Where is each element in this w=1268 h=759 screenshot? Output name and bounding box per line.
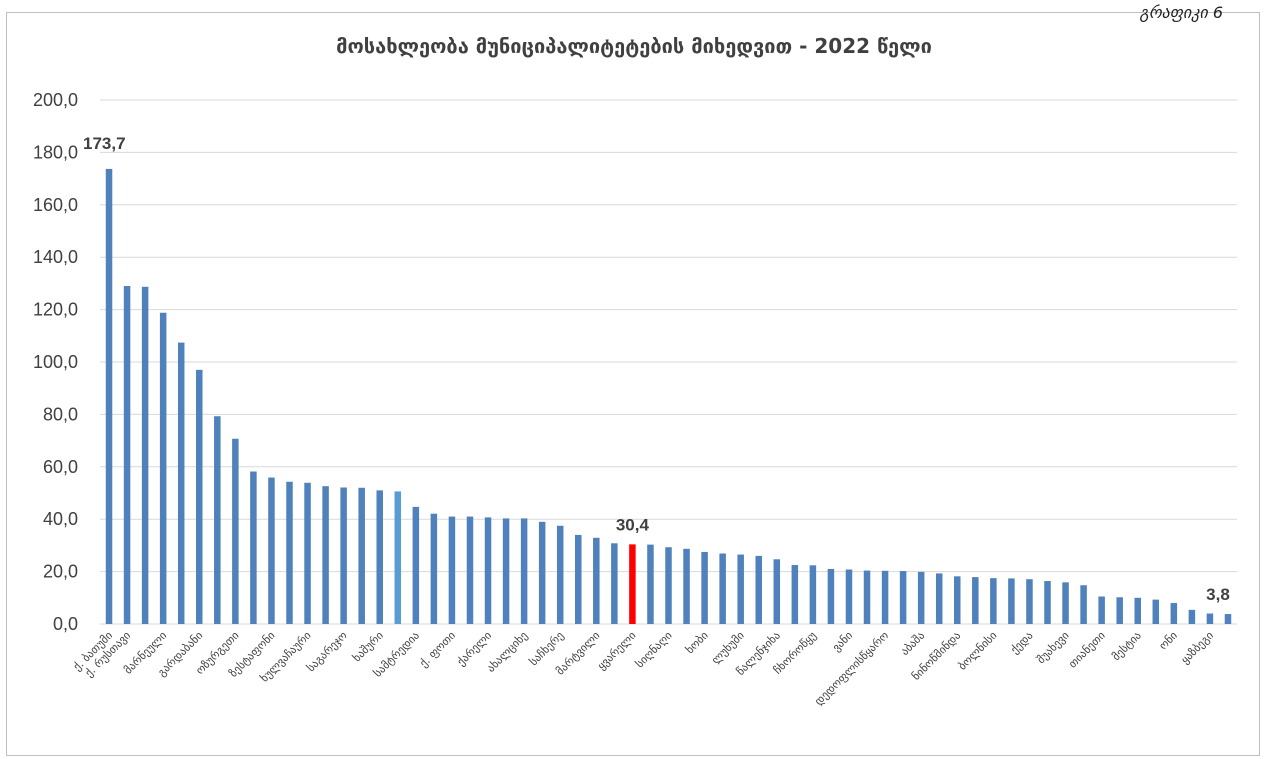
y-tick-label: 80,0 [43, 404, 78, 424]
data-label: 3,8 [1206, 585, 1230, 604]
y-tick-label: 60,0 [43, 457, 78, 477]
bar [611, 543, 618, 624]
y-tick-label: 40,0 [43, 509, 78, 529]
y-axis-ticks: 0,0 20,0 40,0 60,0 80,0 100,0 120,0 140,0 160,0 1… [33, 90, 78, 634]
chart-number-note: გრაფიკი 6 [1139, 3, 1223, 22]
bar [1062, 582, 1069, 624]
bar [972, 577, 979, 624]
bar [484, 517, 492, 624]
bar [1116, 597, 1123, 624]
bar [1206, 613, 1214, 624]
bar [701, 551, 708, 624]
bar [1152, 599, 1160, 624]
data-label: 173,7 [83, 134, 126, 153]
x-tick-label: ვანი [830, 629, 855, 654]
bar [159, 312, 167, 624]
bar [1098, 596, 1105, 624]
bar [340, 487, 347, 624]
bar [737, 554, 744, 624]
bar [845, 569, 853, 624]
bar [105, 168, 113, 624]
bar [809, 565, 817, 624]
bar [755, 555, 762, 624]
y-tick-label: 200,0 [33, 90, 78, 110]
chart-title: მოსახლეობა მუნიციპალიტეტების მიხედვით - … [336, 34, 932, 58]
x-tick-label: ხაშური [350, 629, 386, 665]
x-tick-label: ხობი [683, 629, 711, 657]
x-tick-label: თიანეთი [1066, 629, 1108, 671]
x-tick-label: ყაზბეგი [1178, 629, 1216, 667]
bar [1224, 614, 1232, 624]
bar [376, 490, 383, 624]
bar [556, 525, 564, 624]
bar [286, 481, 293, 624]
x-tick-label: აბაშა [898, 629, 927, 658]
bar [232, 438, 239, 624]
y-tick-label: 120,0 [33, 300, 78, 320]
bar [520, 518, 528, 624]
bar [1188, 609, 1196, 624]
bar [827, 568, 835, 624]
y-tick-label: 20,0 [43, 562, 78, 582]
chart-frame: გრაფიკი 6 [6, 3, 1260, 756]
x-tick-label: სიღნაღი [633, 629, 675, 671]
bar [196, 369, 203, 624]
bar [1026, 579, 1033, 624]
x-tick-label: ბოლნისი [956, 629, 1000, 673]
bar [629, 544, 636, 624]
bar [1170, 603, 1178, 624]
bar [123, 286, 131, 624]
bar [1044, 581, 1051, 624]
x-tick-label: საგარეჯო [304, 629, 350, 675]
bar [466, 516, 474, 624]
data-labels: 173,7 30,4 3,8 [83, 134, 1230, 604]
bar [791, 565, 799, 624]
bar [214, 416, 221, 624]
bar [683, 548, 690, 624]
data-label: 30,4 [616, 515, 650, 534]
y-tick-label: 0,0 [53, 614, 78, 634]
bar [935, 573, 943, 624]
bar [773, 559, 781, 624]
x-tick-label: ქედა [1008, 629, 1036, 657]
x-tick-label: მესტია [1110, 629, 1145, 664]
bar [881, 570, 889, 624]
bar [268, 477, 275, 624]
bar [1080, 585, 1087, 624]
bars [105, 168, 1232, 624]
x-tick-label: ონი [1157, 629, 1181, 653]
bar [304, 482, 311, 624]
x-tick-label: ქ. ფოთი [417, 629, 458, 670]
bar [647, 544, 654, 624]
bar [1008, 578, 1015, 624]
bar [412, 506, 420, 624]
bar [917, 571, 925, 624]
y-tick-label: 100,0 [33, 352, 78, 372]
bar [593, 537, 600, 624]
bar [863, 570, 871, 624]
bar [250, 471, 257, 624]
bar [665, 547, 672, 624]
y-tick-label: 140,0 [33, 247, 78, 267]
bar [899, 571, 907, 624]
bar [177, 342, 185, 624]
bar [322, 486, 329, 624]
y-tick-label: 160,0 [33, 195, 78, 215]
bar [719, 553, 726, 624]
bar [358, 487, 365, 624]
bar [430, 513, 438, 624]
bar [954, 576, 961, 624]
bar [1134, 597, 1141, 624]
bar [990, 578, 997, 624]
bar [502, 518, 510, 624]
bar [141, 286, 149, 624]
bar [575, 534, 582, 624]
bar [538, 521, 546, 624]
y-tick-label: 180,0 [33, 142, 78, 162]
bar [448, 516, 456, 624]
bar [394, 491, 402, 624]
x-tick-label: ყვარელი [595, 629, 639, 673]
